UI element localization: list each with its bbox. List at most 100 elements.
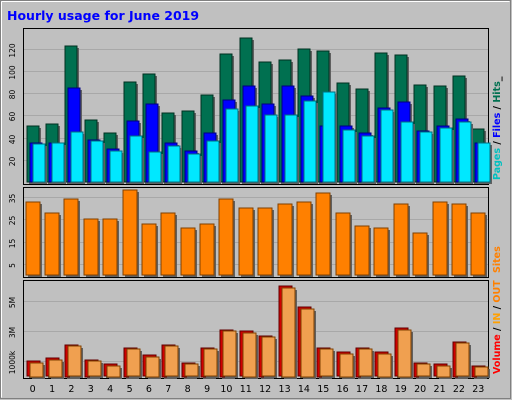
side-label-bottom: Volume / IN / OUT xyxy=(492,280,503,374)
tick-label-top: 20 xyxy=(8,157,17,167)
bar-sites-18-body xyxy=(373,227,389,276)
bar-out-5 xyxy=(126,348,142,378)
bar-sites-21-body xyxy=(432,201,448,276)
bar-out-14 xyxy=(300,308,316,379)
panel-bottom: 1000k 3M 5M Volume / IN / OUT xyxy=(8,280,503,379)
bar-pages-2 xyxy=(70,131,85,184)
bar-pages-21-body xyxy=(439,127,453,183)
bar-pages-18-body xyxy=(380,109,394,183)
x-tick-label-13: 13 xyxy=(279,384,291,395)
bar-pages-3 xyxy=(90,140,105,184)
bar-sites-12-body xyxy=(257,207,273,276)
bar-out-19-body xyxy=(397,329,412,378)
bar-sites-4-body xyxy=(102,218,118,276)
panels-layer: 20 40 60 80 100 120 Pages / Files / Hits_ 5 15 25… xyxy=(8,28,503,379)
bar-sites-6-body xyxy=(141,223,157,276)
bar-sites-0-body xyxy=(25,201,41,276)
bar-sites-22 xyxy=(451,203,468,277)
bar-sites-15-body xyxy=(315,192,331,276)
bar-pages-20-body xyxy=(419,131,433,183)
bar-pages-12-body xyxy=(264,114,278,183)
side-label-part-bottom-3: / xyxy=(492,303,503,313)
bar-out-4 xyxy=(106,365,122,379)
x-tick-label-11: 11 xyxy=(240,384,252,395)
side-label-part-bottom-1: / xyxy=(492,324,503,334)
tick-label-bottom: 3M xyxy=(8,327,17,338)
bar-out-6 xyxy=(145,356,161,379)
series-out xyxy=(29,287,490,379)
bar-pages-4-body xyxy=(109,150,123,183)
side-label-part-top-2: Files xyxy=(492,112,503,137)
bar-pages-1 xyxy=(51,142,66,184)
bar-sites-9 xyxy=(199,223,216,277)
bar-out-21-body xyxy=(436,365,451,378)
bar-sites-15 xyxy=(315,192,332,277)
bar-out-10-body xyxy=(222,330,237,377)
bar-sites-23 xyxy=(470,212,487,277)
bar-out-8-body xyxy=(184,363,199,377)
bar-out-18-body xyxy=(377,353,392,378)
bar-out-13-body xyxy=(281,287,296,378)
bar-out-13 xyxy=(281,287,297,379)
bar-pages-0-body xyxy=(32,143,46,183)
bar-sites-6 xyxy=(141,223,158,277)
bar-sites-19 xyxy=(393,203,410,277)
bar-out-14-body xyxy=(300,308,315,378)
bar-sites-13 xyxy=(277,203,294,277)
bar-pages-2-body xyxy=(70,131,84,183)
x-tick-label-6: 6 xyxy=(146,384,152,395)
x-tick-label-17: 17 xyxy=(356,384,368,395)
bar-out-20-body xyxy=(416,363,431,377)
bar-pages-11-body xyxy=(245,105,259,183)
bar-pages-22 xyxy=(458,121,473,184)
bar-sites-10-body xyxy=(218,198,234,276)
bar-pages-5-body xyxy=(129,135,143,183)
x-tick-label-12: 12 xyxy=(259,384,271,395)
bar-out-22-body xyxy=(455,342,470,377)
bar-sites-9-body xyxy=(199,223,215,276)
bar-out-6-body xyxy=(145,356,160,378)
side-label-part-top-4: Hits xyxy=(492,81,503,103)
bar-out-18 xyxy=(377,353,393,379)
side-label-part-bottom-4: OUT xyxy=(492,280,503,303)
bar-out-11-body xyxy=(242,332,257,378)
side-label-part-top-5: _ xyxy=(492,76,503,81)
bar-pages-4 xyxy=(109,150,124,184)
bar-out-9 xyxy=(203,348,219,378)
bar-pages-7 xyxy=(167,145,182,184)
bar-out-16 xyxy=(339,353,355,379)
bar-sites-23-body xyxy=(470,212,486,276)
bar-sites-20 xyxy=(412,232,429,277)
tick-label-middle: 35 xyxy=(8,194,17,204)
x-tick-label-3: 3 xyxy=(88,384,94,395)
bar-out-7 xyxy=(164,345,180,378)
bar-pages-21 xyxy=(439,127,454,184)
bar-out-3 xyxy=(87,360,103,378)
bar-pages-11 xyxy=(245,105,260,184)
x-tick-label-1: 1 xyxy=(49,384,55,395)
tick-label-top: 120 xyxy=(8,43,17,58)
bar-out-10 xyxy=(222,330,238,378)
panel-middle: 5 15 25 35 Sites xyxy=(8,187,503,278)
bar-pages-15-body xyxy=(322,91,336,183)
bar-out-3-body xyxy=(87,360,102,377)
bar-sites-1 xyxy=(44,212,61,277)
side-label-part-bottom-2: IN xyxy=(492,313,503,325)
x-tick-label-18: 18 xyxy=(375,384,387,395)
bar-out-2 xyxy=(67,345,83,378)
side-label-part-bottom-0: Volume xyxy=(492,334,503,374)
bar-pages-20 xyxy=(419,131,434,184)
chart-title: Hourly usage for June 2019 xyxy=(7,8,199,23)
x-tick-label-9: 9 xyxy=(204,384,210,395)
bar-out-17-body xyxy=(358,348,373,377)
bar-pages-5 xyxy=(129,135,144,184)
bar-sites-13-body xyxy=(277,203,293,276)
tick-label-top: 100 xyxy=(8,65,17,80)
side-label-part-middle-0: Sites xyxy=(492,246,503,273)
x-tick-label-23: 23 xyxy=(472,384,484,395)
bar-sites-14 xyxy=(296,201,313,277)
x-tick-label-19: 19 xyxy=(395,384,407,395)
